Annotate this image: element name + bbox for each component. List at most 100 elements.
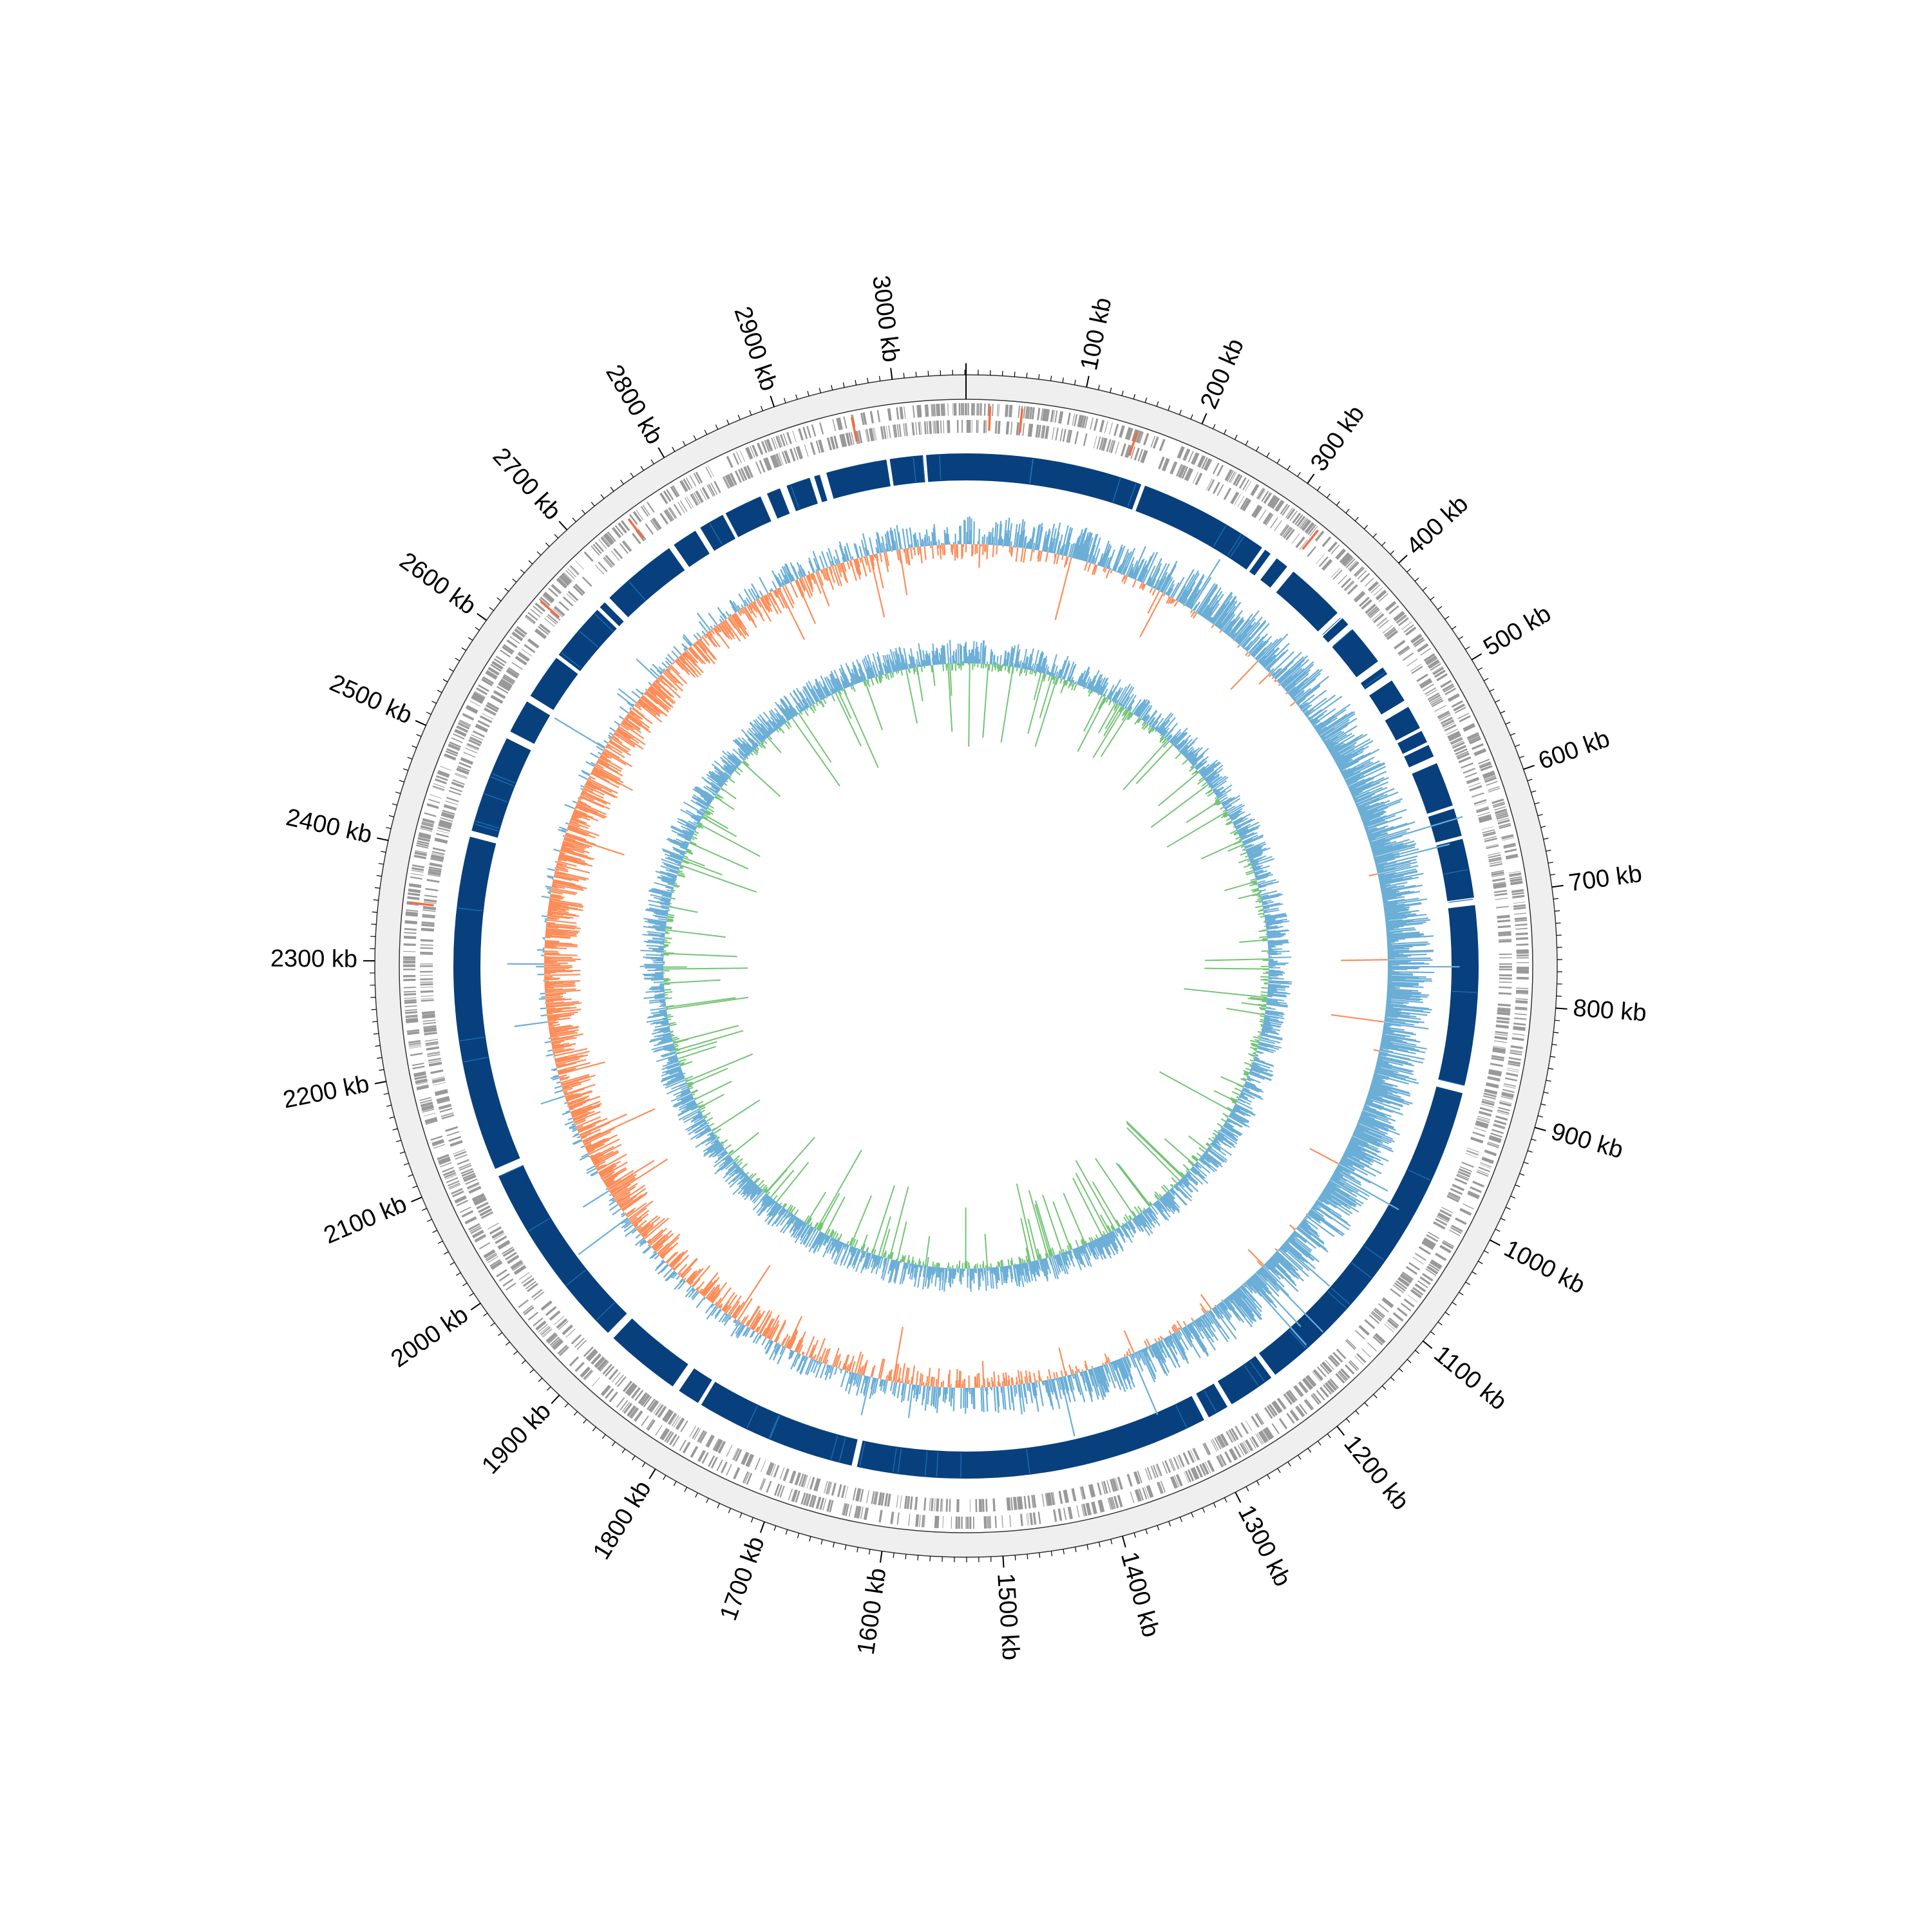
gene-feature (1484, 1088, 1498, 1094)
gene-feature (1358, 1325, 1369, 1336)
minor-tick (442, 679, 448, 683)
gene-feature (1230, 472, 1237, 484)
gene-feature (424, 1029, 437, 1033)
minor-tick (1027, 1554, 1028, 1560)
minor-tick (1336, 501, 1340, 506)
gene-feature (1081, 1504, 1085, 1517)
gene-feature (433, 1082, 446, 1086)
gene-feature (588, 1350, 598, 1361)
gene-feature (1431, 699, 1444, 708)
gene-feature (1504, 845, 1516, 849)
gene-feature (699, 489, 707, 501)
gene-feature (631, 533, 641, 545)
gene-feature (1150, 1466, 1157, 1479)
gene-feature (804, 444, 809, 457)
gene-feature (463, 1175, 477, 1182)
gene-feature (1382, 625, 1393, 634)
gene-feature (1102, 438, 1108, 451)
gene-feature (1484, 775, 1496, 781)
gene-feature (1493, 1046, 1506, 1048)
gene-feature (1472, 793, 1484, 798)
minor-tick (1346, 1418, 1350, 1423)
gene-feature (1266, 1426, 1274, 1438)
gene-feature (1496, 1021, 1510, 1024)
gene-feature (404, 997, 417, 999)
gene-feature (544, 618, 555, 627)
gene-feature (1367, 581, 1378, 591)
gene-feature (1482, 831, 1496, 836)
gc-bar (1177, 1327, 1180, 1331)
gene-feature (1513, 904, 1526, 908)
gene-feature (693, 473, 701, 484)
gene-feature (1452, 740, 1464, 747)
gene-feature (826, 1481, 830, 1494)
gene-feature (623, 540, 632, 551)
gene-feature (686, 497, 694, 508)
gene-feature (1439, 1246, 1451, 1254)
gene-feature (1005, 421, 1009, 435)
gene-feature (1439, 714, 1452, 721)
gene-feature (1509, 874, 1522, 877)
gene-feature (565, 570, 575, 580)
minor-tick (416, 734, 422, 737)
minor-tick (773, 1526, 777, 1531)
gene-feature (1293, 1386, 1303, 1397)
major-tick (759, 1521, 765, 1533)
gene-feature (1294, 1385, 1304, 1396)
gene-feature (557, 1319, 567, 1329)
gene-feature (1486, 781, 1498, 786)
gene-feature (444, 753, 457, 759)
major-tick (1336, 1426, 1345, 1436)
gene-feature (1135, 1471, 1141, 1484)
gene-feature (790, 448, 796, 462)
minor-tick (785, 1529, 788, 1535)
gene-feature (1450, 1227, 1462, 1234)
gene-feature (1385, 1321, 1396, 1331)
gene-feature (472, 1194, 486, 1202)
gene-feature (1495, 1033, 1508, 1036)
gene-feature (843, 416, 848, 429)
gene-feature (1046, 426, 1050, 439)
gc-bar (985, 544, 987, 553)
gene-feature (413, 1072, 426, 1075)
gene-feature (403, 960, 416, 963)
gene-feature (1515, 919, 1528, 922)
minor-tick (1543, 837, 1549, 840)
gene-feature (611, 551, 620, 561)
gene-feature (741, 1452, 749, 1465)
gene-feature (695, 471, 703, 484)
gene-feature (779, 1467, 785, 1480)
gene-feature (591, 1354, 602, 1365)
gene-feature (584, 1370, 594, 1381)
minor-tick (412, 1186, 418, 1189)
gene-feature (1110, 440, 1116, 453)
gene-feature (569, 1356, 580, 1367)
major-tick (415, 720, 426, 726)
gene-feature (420, 965, 433, 967)
gene-feature (1196, 1465, 1203, 1477)
gene-feature (1416, 673, 1428, 683)
gene-feature (502, 645, 513, 655)
gene-feature (1250, 484, 1258, 496)
gene-feature (441, 1114, 454, 1119)
gene-feature (1397, 1278, 1409, 1287)
gene-feature (1452, 1185, 1464, 1191)
gene-feature (459, 1164, 472, 1171)
gene-feature (732, 1448, 739, 1460)
gene-feature (501, 1246, 513, 1255)
minor-tick (621, 1448, 626, 1454)
gene-feature (1497, 925, 1511, 929)
gene-feature (1328, 1356, 1338, 1367)
gene-feature (818, 440, 823, 453)
gene-feature (664, 1430, 672, 1443)
gene-feature (1210, 1439, 1217, 1452)
gene-feature (1037, 408, 1041, 421)
gc-bar (1128, 1354, 1131, 1357)
gene-feature (1054, 410, 1058, 423)
gene-feature (612, 1372, 621, 1383)
gene-feature (474, 1198, 487, 1206)
gene-feature (1258, 1432, 1266, 1443)
gene-feature (1499, 1101, 1512, 1107)
gene-feature (917, 405, 920, 418)
gene-feature (1046, 409, 1050, 422)
